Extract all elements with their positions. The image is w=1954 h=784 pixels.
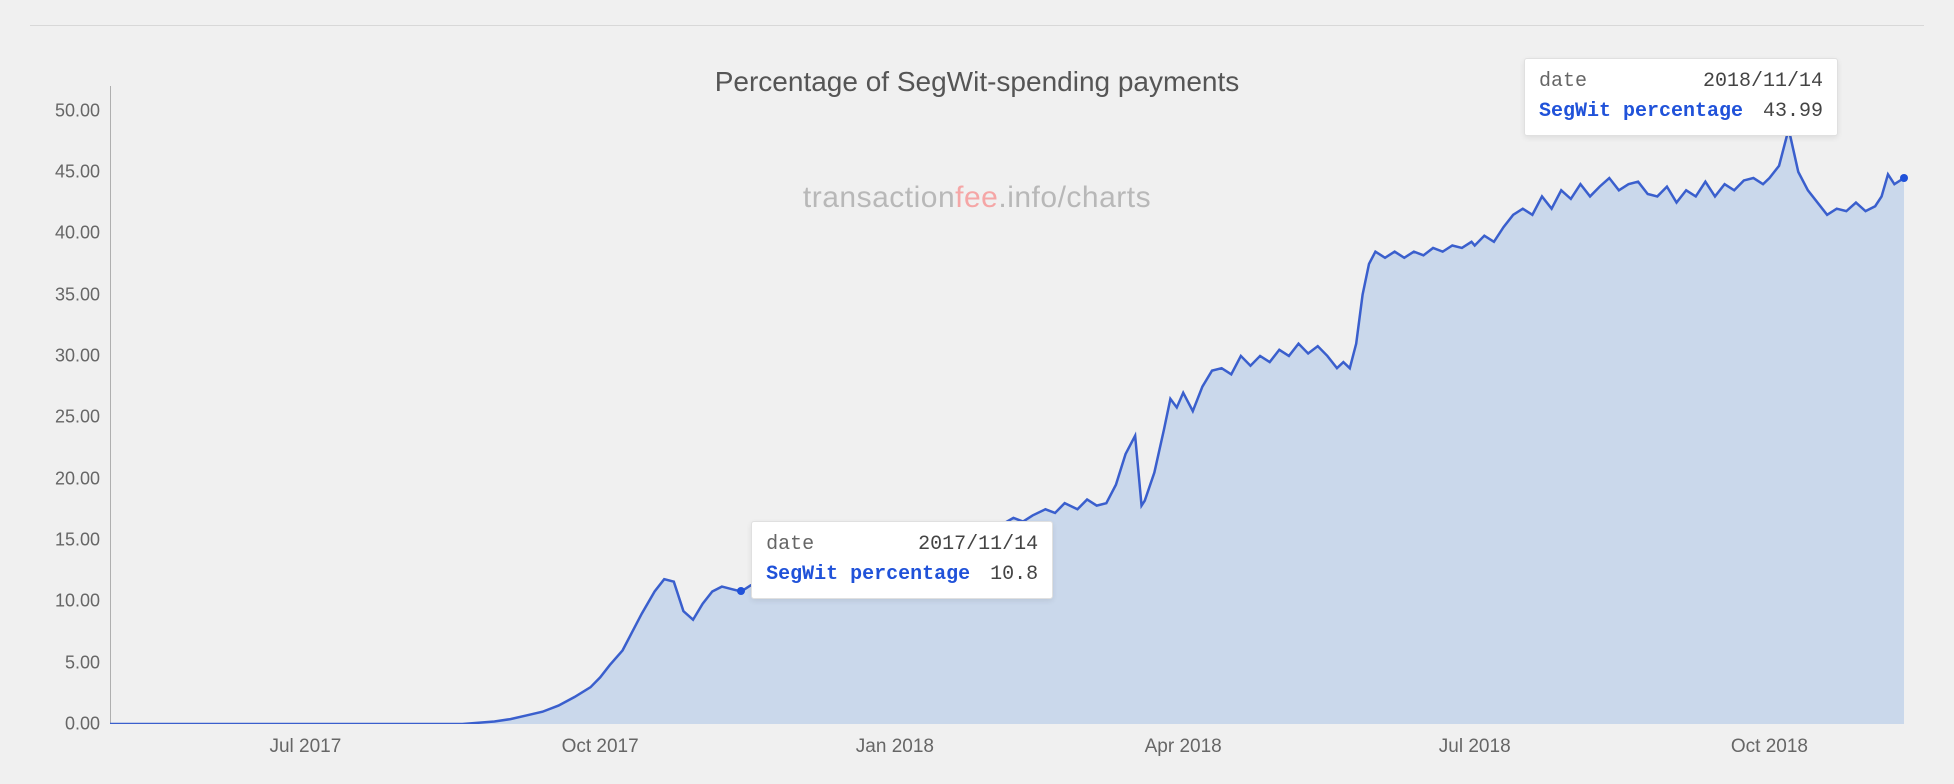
- x-tick-label: Jul 2018: [1439, 736, 1511, 758]
- tooltip-1: date 2017/11/14SegWit percentage 10.8: [751, 521, 1053, 599]
- y-tick-label: 25.00: [40, 407, 100, 428]
- tooltip-marker-dot: [1900, 174, 1908, 182]
- y-tick-label: 45.00: [40, 161, 100, 182]
- tooltip-date-label: date: [1539, 67, 1587, 97]
- tooltip-2: date 2018/11/14SegWit percentage 43.99: [1524, 58, 1838, 136]
- tooltip-date-label: date: [766, 530, 814, 560]
- x-tick-label: Oct 2017: [562, 736, 639, 758]
- chart-area-fill: [110, 129, 1904, 724]
- tooltip-series-value: 43.99: [1763, 97, 1823, 127]
- y-tick-label: 50.00: [40, 100, 100, 121]
- y-tick-label: 40.00: [40, 223, 100, 244]
- tooltip-date-value: 2018/11/14: [1703, 67, 1823, 97]
- y-tick-label: 35.00: [40, 284, 100, 305]
- tooltip-series-label: SegWit percentage: [766, 560, 970, 590]
- chart-container: Percentage of SegWit-spending payments t…: [30, 25, 1924, 774]
- y-tick-label: 5.00: [40, 652, 100, 673]
- y-tick-label: 20.00: [40, 468, 100, 489]
- x-tick-label: Jul 2017: [269, 736, 341, 758]
- y-tick-label: 0.00: [40, 714, 100, 735]
- tooltip-marker-dot: [737, 587, 745, 595]
- tooltip-series-label: SegWit percentage: [1539, 97, 1743, 127]
- x-tick-label: Apr 2018: [1145, 736, 1222, 758]
- x-tick-label: Jan 2018: [856, 736, 934, 758]
- line-chart-svg: [110, 86, 1904, 724]
- y-tick-label: 10.00: [40, 591, 100, 612]
- tooltip-date-value: 2017/11/14: [918, 530, 1038, 560]
- tooltip-series-value: 10.8: [990, 560, 1038, 590]
- x-tick-label: Oct 2018: [1731, 736, 1808, 758]
- y-tick-label: 15.00: [40, 529, 100, 550]
- chart-plot-area[interactable]: 0.005.0010.0015.0020.0025.0030.0035.0040…: [110, 86, 1904, 724]
- y-tick-label: 30.00: [40, 345, 100, 366]
